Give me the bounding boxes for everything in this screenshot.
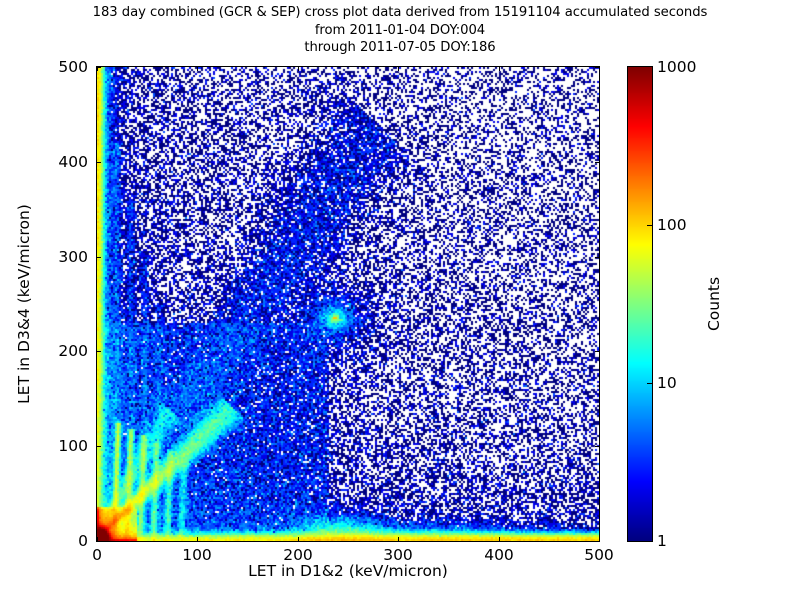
x-tick-mark [398,537,399,541]
y-tick-mark-right [595,67,599,68]
x-tick-mark-top [197,67,198,71]
colorbar-tick-label: 10 [657,374,677,392]
y-tick-mark-right [595,162,599,163]
y-tick-mark [97,257,101,258]
x-tick-label: 400 [484,546,514,564]
colorbar-axis-label: Counts [705,276,723,332]
x-tick-label: 500 [584,546,614,564]
x-tick-label: 200 [283,546,313,564]
y-tick-mark [97,162,101,163]
x-tick-mark-top [398,67,399,71]
y-tick-mark [97,351,101,352]
y-tick-mark-right [595,257,599,258]
y-tick-label: 500 [58,58,88,76]
y-tick-label: 400 [58,153,88,171]
y-tick-label: 300 [58,248,88,266]
colorbar-tick-label: 100 [657,216,687,234]
colorbar [627,66,653,542]
y-tick-label: 200 [58,342,88,360]
x-tick-label: 100 [182,546,212,564]
y-tick-mark [97,446,101,447]
title-line-1: 183 day combined (GCR & SEP) cross plot … [92,5,708,20]
y-tick-mark-right [595,351,599,352]
x-tick-mark [97,537,98,541]
colorbar-tick-label: 1000 [657,58,697,76]
page-title: 183 day combined (GCR & SEP) cross plot … [0,4,800,57]
colorbar-tick-mark [647,383,652,384]
y-tick-mark-right [595,446,599,447]
plot-axes-frame [96,66,600,542]
y-tick-label: 100 [58,437,88,455]
x-tick-mark [599,537,600,541]
y-tick-label: 0 [78,532,88,550]
x-tick-mark-top [298,67,299,71]
x-tick-label: 0 [92,546,102,564]
title-line-3: through 2011-07-05 DOY:186 [304,40,496,55]
title-line-2: from 2011-01-04 DOY:004 [314,22,486,38]
x-tick-mark [197,537,198,541]
colorbar-tick-mark [647,225,652,226]
x-tick-mark [499,537,500,541]
y-tick-mark-right [595,541,599,542]
x-tick-mark-top [599,67,600,71]
x-axis-label: LET in D1&2 (keV/micron) [248,562,448,580]
x-tick-label: 300 [383,546,413,564]
colorbar-gradient [628,67,652,541]
y-tick-mark [97,541,101,542]
x-tick-mark-top [97,67,98,71]
heatmap-plot-area [97,67,599,541]
y-axis-label: LET in D3&4 (keV/micron) [15,204,33,404]
x-tick-mark-top [499,67,500,71]
colorbar-tick-label: 1 [657,532,667,550]
y-tick-mark [97,67,101,68]
x-tick-mark [298,537,299,541]
